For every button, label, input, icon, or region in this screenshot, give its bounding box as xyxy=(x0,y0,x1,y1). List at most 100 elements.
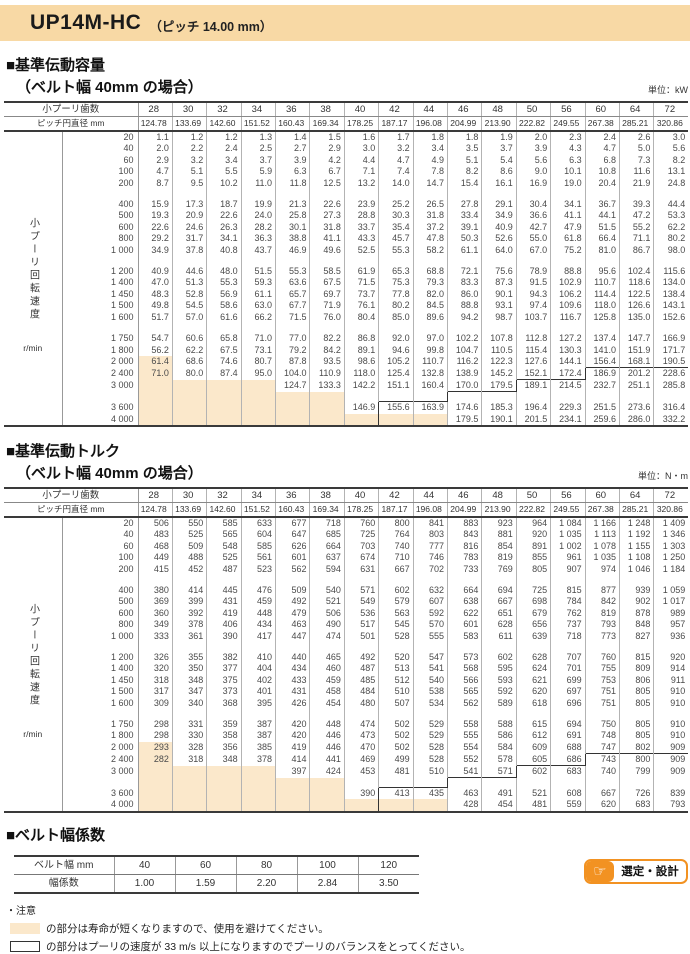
value-cell: 414 xyxy=(171,584,207,597)
value-cell xyxy=(309,799,345,812)
value-cell: 293 xyxy=(137,741,173,754)
value-cell: 1.2 xyxy=(206,131,242,144)
belt-width-value: 60 xyxy=(174,855,236,875)
value-cell: 358 xyxy=(206,730,242,742)
value-cell: 84.5 xyxy=(412,300,448,312)
capacity-table-slot: 小プーリ歯数 28 30 32 34 36 38 40 42 44 46 48 50 56 60 64 72 ピッ… xyxy=(0,101,690,427)
value-cell-empty xyxy=(206,574,242,585)
value-cell: 608 xyxy=(550,787,586,800)
diameter-header-label: ピッチ円直径 mm xyxy=(4,116,139,132)
value-cell: 562 xyxy=(275,563,310,575)
value-cell-empty xyxy=(653,574,689,585)
rpm-unit-label: r/min xyxy=(23,729,43,740)
value-cell: 355 xyxy=(171,652,207,664)
value-cell-empty xyxy=(240,391,276,402)
value-cell-empty xyxy=(653,777,689,788)
value-cell-empty xyxy=(550,709,586,720)
value-cell: 626 xyxy=(275,540,310,553)
value-cell: 805 xyxy=(618,730,654,742)
value-cell: 463 xyxy=(275,619,310,631)
table-row: 1 500 317 347 373 401 431 458 484 510 538 565 592 62… xyxy=(4,686,689,698)
rpm-label: 3 600 xyxy=(62,401,139,414)
teeth-count: 42 xyxy=(378,487,414,503)
width-factor-value: 1.00 xyxy=(113,874,175,893)
value-cell-empty xyxy=(447,777,482,788)
value-cell: 85.0 xyxy=(378,311,414,324)
value-cell: 146.9 xyxy=(343,401,379,414)
table-row: 400 15.9 17.3 18.7 19.9 21.3 22.6 23.9 25.2 26.5 2… xyxy=(4,199,689,211)
value-cell: 71.1 xyxy=(618,233,654,245)
value-cell: 104.0 xyxy=(275,367,310,380)
value-cell: 2.2 xyxy=(171,143,207,155)
value-cell: 11.8 xyxy=(275,177,310,190)
value-cell: 61.6 xyxy=(206,311,242,324)
value-cell xyxy=(275,401,310,414)
value-cell: 348 xyxy=(171,674,207,687)
table-row: 1 000 34.9 37.8 40.8 43.7 46.9 49.6 52.5 55.3 58.… xyxy=(4,244,689,257)
value-cell: 58.2 xyxy=(412,244,448,257)
value-cell-empty xyxy=(584,574,620,585)
teeth-count: 34 xyxy=(240,487,276,503)
value-cell-empty xyxy=(309,256,345,267)
value-cell: 592 xyxy=(412,607,448,620)
value-cell: 94.6 xyxy=(378,344,414,356)
value-cell: 3.9 xyxy=(515,143,551,155)
value-cell: 939 xyxy=(618,584,654,597)
value-cell: 725 xyxy=(343,529,379,541)
value-cell: 5.1 xyxy=(171,166,207,178)
value-cell: 80.0 xyxy=(171,367,207,380)
value-cell: 558 xyxy=(447,719,482,731)
value-cell: 733 xyxy=(447,563,482,575)
width-factor-title: ■ベルト幅係数 xyxy=(6,826,106,844)
value-cell: 1.5 xyxy=(309,131,345,144)
value-cell: 86.0 xyxy=(447,288,482,301)
value-cell: 747 xyxy=(584,741,620,754)
value-cell: 773 xyxy=(584,630,620,642)
rpm-unit-label: r/min xyxy=(23,343,43,354)
value-cell: 80.7 xyxy=(240,355,276,368)
value-cell: 99.8 xyxy=(412,344,448,356)
value-cell: 2.0 xyxy=(515,131,551,144)
value-cell: 667 xyxy=(481,596,517,608)
value-cell: 540 xyxy=(309,584,345,597)
table-row: 1 000 333 361 390 417 447 474 501 528 555 583 611 63… xyxy=(4,630,689,642)
value-cell: 460 xyxy=(309,663,345,675)
value-cell: 95.0 xyxy=(240,367,276,380)
value-cell: 145.2 xyxy=(481,367,517,380)
value-cell: 62.2 xyxy=(171,344,207,356)
side-label-cell: 小プーリ回転速度 r/min xyxy=(4,516,63,812)
value-cell: 251.5 xyxy=(584,401,620,414)
value-cell: 196.4 xyxy=(515,401,551,414)
value-cell: 910 xyxy=(653,697,689,710)
spacer-row xyxy=(4,391,689,402)
rpm-label: 500 xyxy=(62,596,139,608)
value-cell: 902 xyxy=(618,596,654,608)
value-cell: 718 xyxy=(309,516,345,530)
value-cell: 10.1 xyxy=(550,166,586,178)
rotation-speed-label: 小プーリ回転速度 xyxy=(27,218,39,323)
value-cell: 667 xyxy=(378,563,414,575)
table-row: 1 400 320 350 377 404 434 460 487 513 541 568 595 62… xyxy=(4,663,689,675)
value-cell: 609 xyxy=(515,741,551,754)
side-label-cell: 小プーリ回転速度 r/min xyxy=(4,131,63,426)
value-cell xyxy=(343,799,379,812)
value-cell: 481 xyxy=(378,765,414,778)
value-cell: 118.6 xyxy=(618,277,654,289)
value-cell: 1 303 xyxy=(653,540,689,553)
value-cell: 441 xyxy=(309,753,345,766)
value-cell: 686 xyxy=(550,753,586,766)
value-cell: 317 xyxy=(137,686,173,698)
value-cell-empty xyxy=(550,574,586,585)
value-cell: 751 xyxy=(584,697,620,710)
value-cell: 7.8 xyxy=(412,166,448,178)
value-cell-empty xyxy=(412,189,448,200)
value-cell: 130.3 xyxy=(550,344,586,356)
value-cell: 347 xyxy=(171,686,207,698)
value-cell: 1.2 xyxy=(171,131,207,144)
value-cell-empty xyxy=(481,323,517,334)
value-cell: 805 xyxy=(515,563,551,575)
value-cell: 98.7 xyxy=(481,311,517,324)
value-cell: 3.5 xyxy=(447,143,482,155)
value-cell: 487 xyxy=(206,563,242,575)
value-cell: 14.7 xyxy=(412,177,448,190)
